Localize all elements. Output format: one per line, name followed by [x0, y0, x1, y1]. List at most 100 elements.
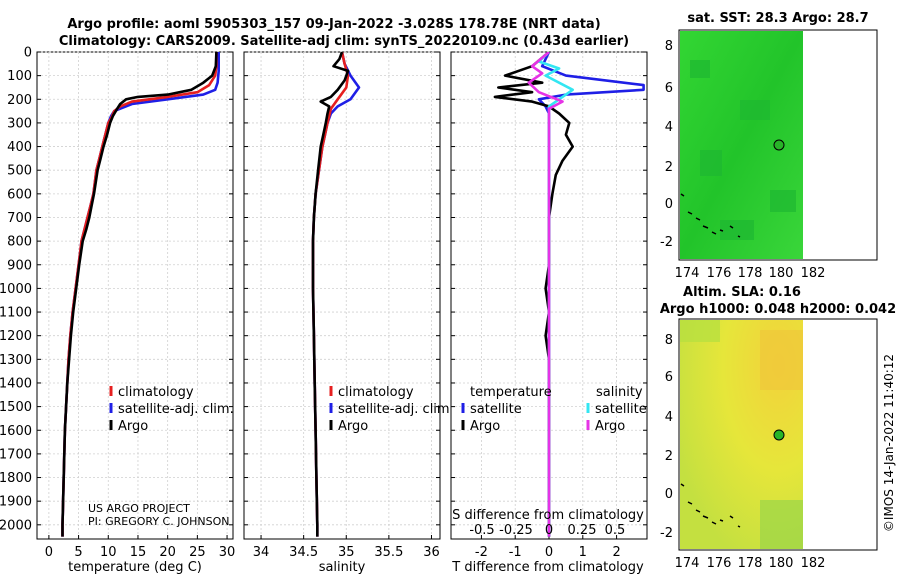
depth-tick-label: 900	[7, 258, 32, 273]
salinity-grid	[244, 51, 440, 539]
series-line-argo	[61, 52, 218, 537]
sst-ytick: 6	[665, 81, 673, 96]
depth-tick-label: 300	[7, 116, 32, 131]
x-tick-label: 30	[219, 545, 236, 560]
sla-ytick: 0	[665, 487, 673, 502]
sla-coastline	[680, 483, 741, 528]
sla-xtick: 182	[801, 556, 826, 571]
sla-patch	[680, 320, 720, 342]
x-tick-label: 25	[189, 545, 206, 560]
depth-tick-labels: 0 100 200 300 400 500 600 700 800 900 1000 1100 1200…	[0, 46, 32, 534]
sst-patch	[770, 190, 796, 212]
legend-title-salinity: salinity	[596, 385, 643, 400]
sla-map-title-line2: Argo h1000: 0.048 h2000: 0.042	[660, 302, 896, 317]
s-tick-label: -0.25	[499, 523, 533, 538]
x-tick-label: -1	[509, 545, 522, 560]
sst-ytick: 2	[665, 160, 673, 175]
difference-series	[493, 52, 645, 537]
temperature-axes-frame	[36, 51, 234, 540]
pi-label: PI: GREGORY C. JOHNSON	[88, 515, 229, 528]
s-difference-tick-labels: -0.5 -0.25 0 0.25 0.5	[469, 523, 625, 538]
depth-tick-label: 400	[7, 140, 32, 155]
depth-tick-label: 1700	[0, 447, 32, 462]
salinity-xlabel: salinity	[319, 560, 366, 575]
depth-tick-label: 1900	[0, 495, 32, 510]
x-tick-label: 15	[130, 545, 147, 560]
difference-xlabel: T difference from climatology	[451, 560, 644, 575]
s-tick-label: -0.5	[469, 523, 494, 538]
series-line-salinity-argo	[527, 52, 564, 537]
sst-xtick: 174	[675, 266, 700, 281]
depth-tick-label: 1500	[0, 400, 32, 415]
depth-tick-label: 1200	[0, 329, 32, 344]
depth-tick-label: 800	[7, 235, 32, 250]
sst-map-panel: sat. SST: 28.3 Argo: 28.7 174 176 178 18…	[660, 11, 878, 281]
s-tick-label: 0.5	[605, 523, 626, 538]
sst-ytick: 0	[665, 197, 673, 212]
temperature-xlabel: temperature (deg C)	[68, 560, 202, 575]
project-label: US ARGO PROJECT	[88, 502, 190, 515]
depth-tick-label: 1100	[0, 306, 32, 321]
sst-xtick: 176	[707, 266, 732, 281]
sla-ytick: 8	[665, 333, 673, 348]
x-tick-label: 0	[45, 545, 53, 560]
sla-ytick: 6	[665, 370, 673, 385]
sst-float-marker	[773, 139, 785, 151]
series-line-temperature-argo	[493, 52, 575, 537]
depth-tick-label: 200	[7, 93, 32, 108]
x-tick-label: 34.5	[289, 545, 318, 560]
figure-title-line1: Argo profile: aoml 5905303_157 09-Jan-20…	[67, 17, 600, 32]
figure-title-line2: Climatology: CARS2009. Satellite-adj cli…	[59, 34, 629, 49]
legend-text-satellite-adj: satellite-adj. clim.	[338, 402, 454, 417]
depth-tick-label: 700	[7, 211, 32, 226]
salinity-panel: 34 34.5 35 35.5 36 salinity climatology sate…	[243, 51, 454, 575]
x-tick-label: 35.5	[374, 545, 403, 560]
x-tick-label: 10	[100, 545, 117, 560]
sst-ytick: -2	[660, 235, 673, 250]
salinity-axes-frame	[243, 51, 441, 540]
sst-patches	[690, 60, 796, 240]
difference-tick-labels: -2 -1 0 1 2	[475, 545, 621, 560]
sst-ytick: 4	[665, 120, 673, 135]
temperature-panel: 0100200300400500600700800900100011001200…	[0, 46, 235, 576]
temperature-series	[61, 52, 220, 537]
x-tick-label: 36	[423, 545, 440, 560]
s-tick-label: 0.25	[568, 523, 597, 538]
x-tick-label: 35	[338, 545, 355, 560]
sla-patch	[760, 500, 803, 549]
depth-tick-label: 100	[7, 69, 32, 84]
series-line-argo	[311, 52, 350, 537]
legend-text-t-satellite: satellite	[470, 402, 522, 417]
legend-text-s-argo: Argo	[595, 419, 625, 434]
sst-patch	[700, 150, 722, 176]
sst-patch	[740, 100, 770, 120]
series-line-salinity-satellite	[537, 52, 575, 537]
depth-tick-label: 600	[7, 187, 32, 202]
salinity-legend: climatology satellite-adj. clim. Argo	[329, 385, 454, 434]
x-tick-label: 34	[253, 545, 270, 560]
sst-xtick: 178	[738, 266, 763, 281]
legend-text-climatology: climatology	[118, 385, 194, 400]
sst-patch	[690, 60, 710, 78]
sst-xtick: 182	[801, 266, 826, 281]
sla-xtick: 178	[738, 556, 763, 571]
temperature-tick-labels: 0 5 10 15 20 25 30	[45, 545, 236, 560]
salinity-series	[311, 52, 361, 537]
depth-tick-label: 1300	[0, 353, 32, 368]
x-tick-label: -2	[475, 545, 488, 560]
legend-text-argo: Argo	[118, 419, 148, 434]
depth-tick-label: 0	[24, 46, 32, 61]
imos-credit: ©IMOS 14-Jan-2022 11:40:12	[882, 354, 896, 532]
sst-tick-labels: 174 176 178 180 182 8 6 4 2 0 -2	[660, 39, 825, 281]
sla-tick-labels: 174 176 178 180 182 8 6 4 2 0 -2	[660, 333, 825, 571]
sla-ytick: 4	[665, 410, 673, 425]
sst-ytick: 8	[665, 39, 673, 54]
difference-panel: -2 -1 0 1 2 T difference from climatology S …	[450, 51, 648, 575]
sla-xtick: 180	[769, 556, 794, 571]
legend-text-climatology: climatology	[338, 385, 414, 400]
legend-text-satellite-adj: satellite-adj. clim.	[118, 402, 234, 417]
salinity-tick-labels: 34 34.5 35 35.5 36	[253, 545, 440, 560]
x-tick-label: 5	[74, 545, 82, 560]
legend-text-s-satellite: satellite	[595, 402, 647, 417]
